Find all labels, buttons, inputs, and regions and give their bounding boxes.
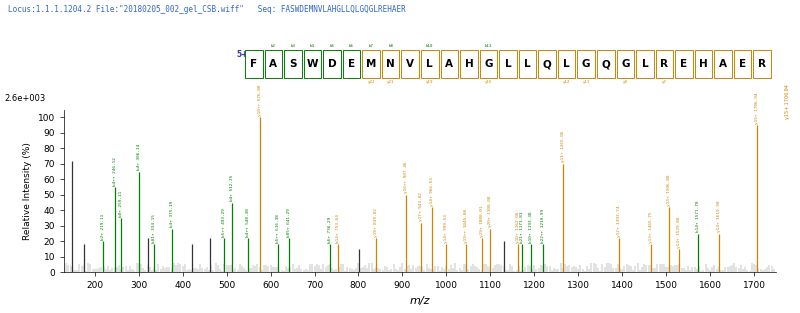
Text: y15+ 1706.94: y15+ 1706.94 xyxy=(786,84,790,119)
Text: y14+ 1619.90: y14+ 1619.90 xyxy=(717,201,721,232)
Text: b10: b10 xyxy=(426,44,434,48)
Text: E: E xyxy=(739,59,746,69)
Text: b22++ 1219.99: b22++ 1219.99 xyxy=(541,209,545,243)
Text: y13+ 1529.80: y13+ 1529.80 xyxy=(678,216,682,248)
Text: y12: y12 xyxy=(563,80,570,85)
Text: y19+ 839.02: y19+ 839.02 xyxy=(374,208,378,237)
Text: b13: b13 xyxy=(485,44,492,48)
Text: y19: y19 xyxy=(426,80,434,85)
Text: R: R xyxy=(661,59,669,69)
Text: b2+ 219.11: b2+ 219.11 xyxy=(101,213,105,240)
Text: b2: b2 xyxy=(271,44,276,48)
Text: b4: b4 xyxy=(310,44,315,48)
Text: L: L xyxy=(563,59,570,69)
Text: y20+ 1100.08: y20+ 1100.08 xyxy=(488,196,492,227)
Text: y17+ 943.02: y17+ 943.02 xyxy=(419,192,423,221)
Text: b3: b3 xyxy=(290,44,295,48)
Text: b8: b8 xyxy=(388,44,393,48)
Text: y15+ 1706.94: y15+ 1706.94 xyxy=(755,92,759,124)
Text: b21+ 1171.81: b21+ 1171.81 xyxy=(520,211,524,243)
Text: b4++ 246.12: b4++ 246.12 xyxy=(113,156,117,186)
Text: G: G xyxy=(582,59,590,69)
Text: y13+ 1465.75: y13+ 1465.75 xyxy=(649,211,653,243)
Text: y7: y7 xyxy=(662,80,667,85)
Text: b0+ 259.11: b0+ 259.11 xyxy=(118,190,122,217)
Text: b6+ 736.29: b6+ 736.29 xyxy=(329,217,333,243)
Text: Locus:1.1.1.1204.2 File:"20180205_002_gel_CSB.wiff"   Seq: FASWDEMNVLAHGLLQLGQGL: Locus:1.1.1.1204.2 File:"20180205_002_ge… xyxy=(8,5,406,14)
Text: y16: y16 xyxy=(485,80,492,85)
Text: b5++ 616.38: b5++ 616.38 xyxy=(276,214,280,243)
Text: L: L xyxy=(426,59,433,69)
Text: y14+ 966.53: y14+ 966.53 xyxy=(430,177,434,206)
Text: b10+ 1193.38: b10+ 1193.38 xyxy=(530,211,534,243)
Text: L: L xyxy=(505,59,511,69)
Text: Q: Q xyxy=(542,59,551,69)
Text: y10+ 1162.06: y10+ 1162.06 xyxy=(516,211,520,243)
Text: L: L xyxy=(642,59,648,69)
Text: y21: y21 xyxy=(387,80,394,85)
Text: y22: y22 xyxy=(367,80,375,85)
Text: E: E xyxy=(681,59,687,69)
Text: y11: y11 xyxy=(582,80,590,85)
Text: W: W xyxy=(306,59,318,69)
Text: D: D xyxy=(328,59,336,69)
Text: Q: Q xyxy=(602,59,610,69)
Text: b5: b5 xyxy=(330,44,334,48)
Text: b01+ 334.15: b01+ 334.15 xyxy=(152,214,156,243)
Text: b3+ 375.19: b3+ 375.19 xyxy=(170,201,174,227)
Text: y19++ 1045.08: y19++ 1045.08 xyxy=(464,209,468,243)
Text: A: A xyxy=(446,59,454,69)
Text: 2.6e+003: 2.6e+003 xyxy=(4,94,46,103)
Text: M: M xyxy=(366,59,376,69)
Text: G: G xyxy=(484,59,493,69)
Text: y9: y9 xyxy=(623,80,628,85)
Text: y12+ 1393.74: y12+ 1393.74 xyxy=(618,205,622,237)
Text: b4+ 512.25: b4+ 512.25 xyxy=(230,175,234,201)
Text: y11+ 1265.06: y11+ 1265.06 xyxy=(561,131,565,162)
Text: y10++ 576.80: y10++ 576.80 xyxy=(258,84,262,116)
Text: y13+ 1506.80: y13+ 1506.80 xyxy=(667,174,671,206)
Text: b4++ 548.38: b4++ 548.38 xyxy=(246,208,250,237)
Text: b5++ 493.29: b5++ 493.29 xyxy=(222,208,226,237)
Text: 5+: 5+ xyxy=(236,50,248,59)
Text: V: V xyxy=(406,59,414,69)
Text: b05+ 641.29: b05+ 641.29 xyxy=(286,208,290,237)
X-axis label: m/z: m/z xyxy=(410,296,430,306)
Text: A: A xyxy=(719,59,727,69)
Text: E: E xyxy=(348,59,355,69)
Text: F: F xyxy=(250,59,258,69)
Text: b4+ 306.14: b4+ 306.14 xyxy=(137,144,141,170)
Text: G: G xyxy=(621,59,630,69)
Text: y16++ 907.46: y16++ 907.46 xyxy=(404,162,408,193)
Text: A: A xyxy=(270,59,278,69)
Text: b7: b7 xyxy=(369,44,374,48)
Text: H: H xyxy=(699,59,708,69)
Text: y14+ 999.53: y14+ 999.53 xyxy=(444,214,448,243)
Text: b14+ 753.64: b14+ 753.64 xyxy=(336,214,340,243)
Text: y19+ 1080.01: y19+ 1080.01 xyxy=(479,205,483,237)
Text: b14+ 1571.70: b14+ 1571.70 xyxy=(696,201,700,232)
Text: R: R xyxy=(758,59,766,69)
Text: H: H xyxy=(465,59,474,69)
Text: L: L xyxy=(524,59,531,69)
Text: b6: b6 xyxy=(349,44,354,48)
Y-axis label: Relative Intensity (%): Relative Intensity (%) xyxy=(23,142,32,240)
Text: N: N xyxy=(386,59,395,69)
Text: S: S xyxy=(289,59,297,69)
